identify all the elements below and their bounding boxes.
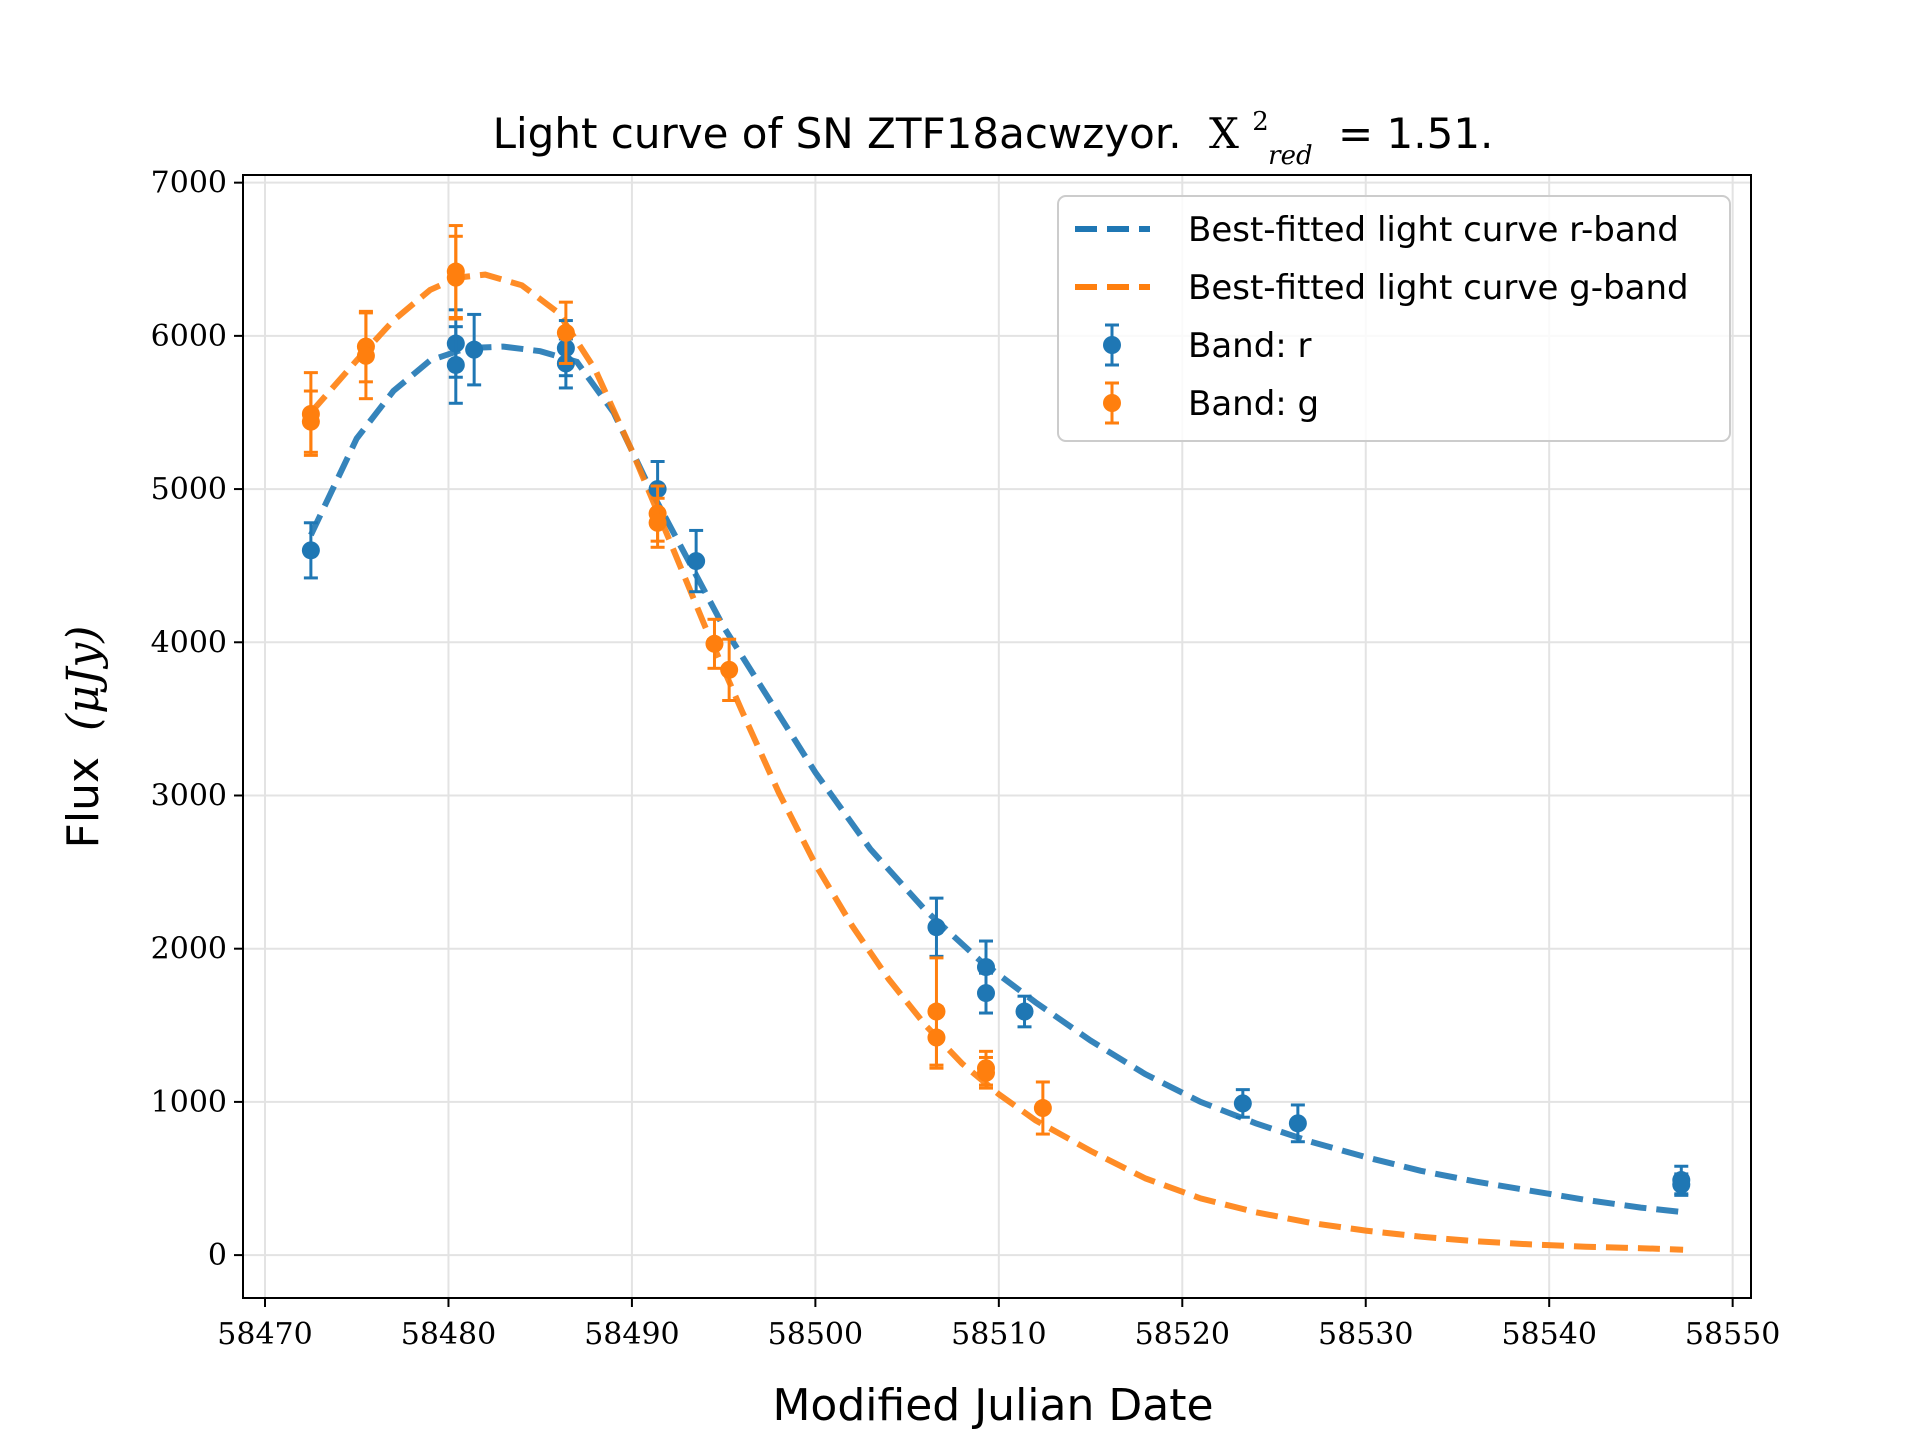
data-point-g xyxy=(648,496,667,549)
data-marker xyxy=(1033,1099,1052,1118)
legend-marker-swatch xyxy=(1103,394,1121,412)
data-marker xyxy=(648,513,667,532)
data-point-g xyxy=(301,389,320,454)
data-marker xyxy=(1672,1175,1691,1194)
data-point-g xyxy=(1033,1080,1052,1136)
x-axis-ticks: 58470 58480 58490 58500 58510 58520 58530 58540… xyxy=(217,1298,1780,1352)
y-tick-label: 1000 xyxy=(151,1085,227,1120)
legend-label: Best-fitted light curve r-band xyxy=(1188,210,1679,250)
data-marker xyxy=(301,541,320,560)
data-point-r xyxy=(1015,994,1034,1029)
legend-label: Band: g xyxy=(1188,384,1319,424)
x-tick-label: 58480 xyxy=(401,1317,496,1352)
data-point-r xyxy=(465,312,484,387)
data-point-g xyxy=(705,617,724,670)
data-marker xyxy=(1288,1114,1307,1133)
legend-label: Band: r xyxy=(1188,326,1312,366)
data-point-g xyxy=(976,1055,995,1090)
data-point-r xyxy=(927,896,946,958)
x-tick-label: 58530 xyxy=(1318,1317,1413,1352)
data-marker xyxy=(705,634,724,653)
y-tick-label: 3000 xyxy=(151,778,227,813)
title-chi-subscript: red xyxy=(1268,141,1312,171)
chart-title: Light curve of SN ZTF18acwzyor. X 2 red … xyxy=(493,91,1494,174)
y-axis-title-unit: (μJy) xyxy=(58,626,109,731)
y-tick-label: 4000 xyxy=(151,625,227,660)
data-point-r xyxy=(687,528,706,594)
data-marker xyxy=(976,984,995,1003)
data-marker xyxy=(465,340,484,359)
y-tick-label: 7000 xyxy=(151,166,227,201)
data-point-g xyxy=(556,300,575,365)
legend-entry: Best-fitted light curve g-band xyxy=(1075,268,1689,308)
data-point-r xyxy=(446,325,465,405)
data-marker xyxy=(720,660,739,679)
x-tick-label: 58520 xyxy=(1135,1317,1230,1352)
x-tick-label: 58490 xyxy=(584,1317,679,1352)
data-marker xyxy=(356,346,375,365)
data-point-r xyxy=(1672,1172,1691,1197)
fit-curve-r xyxy=(308,343,1684,1216)
data-point-g xyxy=(927,1005,946,1070)
legend-entry: Band: g xyxy=(1103,381,1319,425)
plot-frame xyxy=(242,174,1752,1299)
x-axis-title: Modified Julian Date xyxy=(772,1380,1213,1431)
y-tick-label: 6000 xyxy=(151,319,227,354)
y-axis-ticks: 0 1000 2000 3000 4000 5000 6000 7000 xyxy=(151,166,243,1273)
x-tick-label: 58470 xyxy=(217,1317,312,1352)
x-tick-label: 58540 xyxy=(1501,1317,1596,1352)
legend-entry: Band: r xyxy=(1103,323,1312,367)
legend: Best-fitted light curve r-band Best-fitte… xyxy=(1057,195,1731,442)
data-point-g xyxy=(356,311,375,401)
data-point-r xyxy=(976,971,995,1015)
y-axis-title: Flux (μJy) xyxy=(58,626,109,849)
fit-curves xyxy=(308,271,1684,1253)
y-axis-title-text: Flux xyxy=(58,757,109,848)
y-tick-label: 2000 xyxy=(151,932,227,967)
y-tick-label: 0 xyxy=(208,1238,227,1273)
legend-box xyxy=(1057,195,1731,442)
data-marker xyxy=(1233,1094,1252,1113)
data-point-r xyxy=(301,521,320,580)
data-point-r xyxy=(1288,1103,1307,1144)
x-tick-label: 58550 xyxy=(1685,1317,1780,1352)
title-prefix: Light curve of SN ZTF18acwzyor. xyxy=(493,109,1182,158)
data-marker xyxy=(446,355,465,374)
data-point-g xyxy=(720,637,739,702)
legend-entry: Best-fitted light curve r-band xyxy=(1075,210,1679,250)
data-point-g xyxy=(446,234,465,321)
data-marker xyxy=(976,1063,995,1082)
data-marker xyxy=(556,323,575,342)
data-point-r xyxy=(1233,1088,1252,1119)
legend-label: Best-fitted light curve g-band xyxy=(1188,268,1689,308)
data-marker xyxy=(976,958,995,977)
data-marker xyxy=(446,268,465,287)
x-tick-label: 58500 xyxy=(768,1317,863,1352)
data-marker xyxy=(927,918,946,937)
data-marker xyxy=(687,552,706,571)
title-chi-symbol: X xyxy=(1209,109,1239,158)
y-tick-label: 5000 xyxy=(151,472,227,507)
data-marker xyxy=(1015,1002,1034,1021)
fit-curve-g xyxy=(308,271,1684,1253)
legend-marker-swatch xyxy=(1103,336,1121,354)
title-chi-value: = 1.51. xyxy=(1338,109,1493,158)
data-marker xyxy=(301,412,320,431)
x-tick-label: 58510 xyxy=(951,1317,1046,1352)
title-chi-superscript: 2 xyxy=(1252,107,1269,137)
data-points xyxy=(301,224,1691,1197)
data-marker xyxy=(927,1028,946,1047)
legend-items: Best-fitted light curve r-band Best-fitte… xyxy=(1075,210,1689,425)
